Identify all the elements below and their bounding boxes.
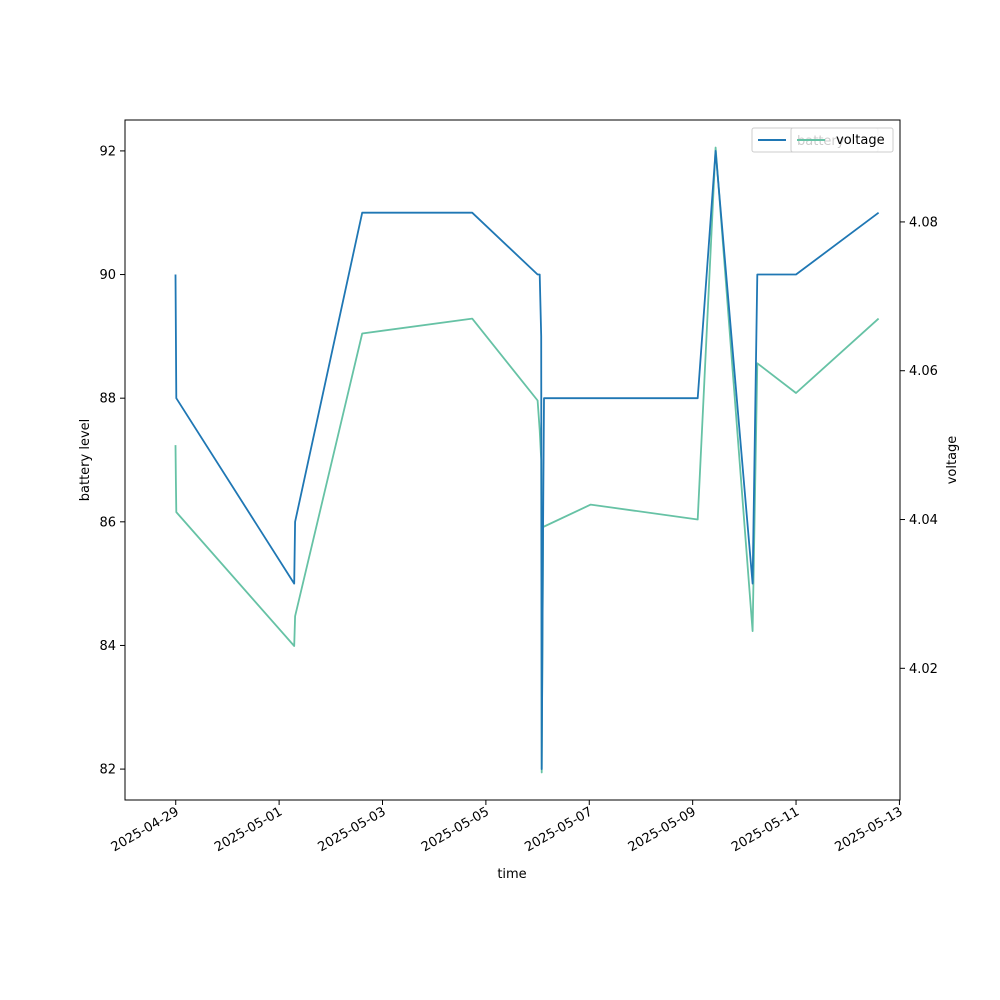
series-layer bbox=[174, 146, 880, 774]
y-tick-label: 84 bbox=[99, 639, 116, 654]
y-tick-label: 82 bbox=[99, 763, 116, 778]
y-tick-label: 86 bbox=[99, 515, 116, 530]
y-tick-label: 88 bbox=[99, 392, 116, 407]
y2-tick-label: 4.02 bbox=[909, 662, 938, 677]
y2-axis-label: voltage bbox=[945, 436, 960, 485]
series-line-battery bbox=[174, 150, 880, 770]
y2-axis-ticks: 4.02 4.04 4.06 4.08 bbox=[900, 215, 938, 677]
y2-tick-label: 4.06 bbox=[909, 364, 938, 379]
y-axis-ticks: 82 84 86 88 90 92 bbox=[99, 144, 125, 778]
y2-tick-label: 4.04 bbox=[909, 513, 938, 528]
legend-voltage: voltage bbox=[790, 127, 894, 153]
y-axis-label: battery level bbox=[78, 419, 93, 502]
legend-voltage-label: voltage bbox=[836, 133, 885, 148]
y2-tick-label: 4.08 bbox=[909, 215, 938, 230]
x-axis-label: time bbox=[497, 867, 526, 882]
legend-voltage-box bbox=[790, 127, 894, 153]
plot-frame bbox=[124, 119, 901, 801]
y-tick-label: 92 bbox=[99, 144, 116, 159]
y-tick-label: 90 bbox=[99, 268, 116, 283]
